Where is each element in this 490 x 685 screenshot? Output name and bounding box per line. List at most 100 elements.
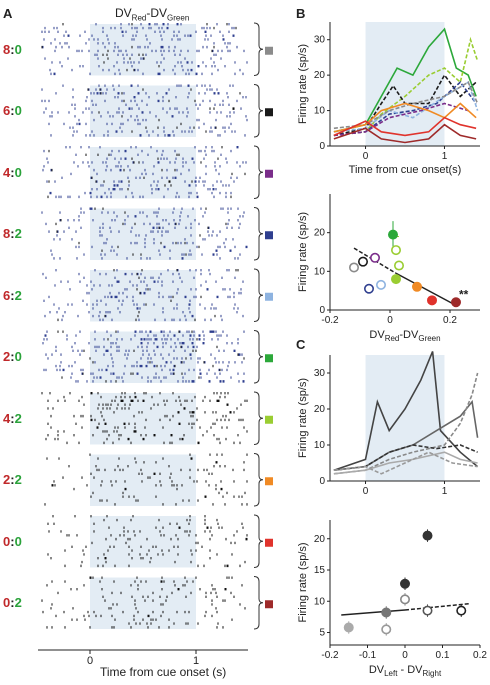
y-tick-label: 10 <box>314 440 326 451</box>
row-brace <box>253 22 264 76</box>
data-point <box>381 624 392 635</box>
row-brace <box>253 330 264 384</box>
y-tick-label: 15 <box>314 565 326 576</box>
green-count: 2 <box>14 472 22 488</box>
condition-label: 6:2 <box>3 288 22 303</box>
raster-x-tick-label: 0 <box>87 655 93 667</box>
x-axis-label: DVLeft - DVRight <box>369 664 442 678</box>
data-point <box>388 229 399 240</box>
x-tick-label: 0 <box>387 315 393 326</box>
separator: : <box>10 226 15 242</box>
x-tick-label: 0 <box>363 151 369 162</box>
cue-shading <box>90 454 196 506</box>
condition-label: 2:2 <box>3 472 22 487</box>
y-tick-label: 20 <box>314 534 326 545</box>
green-count: 2 <box>14 410 22 426</box>
regression-dashed <box>404 603 469 611</box>
label-part: DV <box>369 664 385 676</box>
green-count: 2 <box>14 595 22 611</box>
data-point <box>391 274 402 285</box>
green-count: 2 <box>14 287 22 303</box>
red-count: 8 <box>3 41 11 57</box>
y-axis-label: Firing rate (sp/s) <box>297 542 309 622</box>
condition-swatch <box>265 231 273 240</box>
red-count: 4 <box>3 164 11 180</box>
row-brace <box>253 145 264 199</box>
regression-solid <box>395 272 457 307</box>
label-sub: Red <box>385 334 400 343</box>
data-point <box>422 530 433 541</box>
y-tick-label: 0 <box>319 141 325 152</box>
condition-swatch <box>265 169 273 178</box>
x-tick-label: 0.1 <box>436 650 450 661</box>
data-point <box>427 295 438 306</box>
row-brace <box>253 576 264 630</box>
label-part: DV <box>369 329 385 341</box>
regression-solid <box>341 609 406 616</box>
label-sub: Right <box>423 669 442 678</box>
red-count: 0 <box>3 533 11 549</box>
condition-swatch <box>265 477 273 486</box>
raster-xlabel: Time from cue onset (s) <box>100 665 227 679</box>
row-brace <box>253 84 264 138</box>
separator: : <box>10 595 15 611</box>
y-tick-label: 30 <box>314 35 326 46</box>
separator: : <box>10 164 15 180</box>
firing-rate-timecourse-b: 0 10 20 30 0 1 Firing rate (sp/s) Time from cue… <box>297 22 480 176</box>
panel-a-title: DVRed-DVGreen <box>115 6 190 23</box>
data-point <box>364 283 375 294</box>
y-tick-label: 10 <box>314 266 326 277</box>
data-point <box>451 297 462 308</box>
y-tick-label: 10 <box>314 106 326 117</box>
firing-rate-curve <box>333 123 477 144</box>
firing-rate-vs-dv-c: 5 10 15 20 -0.2 -0.1 0 0.1 0.2 Firing rate (sp/s)… <box>297 520 487 678</box>
panel-c-letter: C <box>296 337 306 352</box>
condition-label: 8:0 <box>3 42 22 57</box>
y-tick-label: 20 <box>314 228 326 239</box>
data-point <box>391 245 402 256</box>
y-tick-label: 5 <box>319 628 325 639</box>
label-part: - DV <box>397 664 423 676</box>
green-count: 0 <box>14 103 22 119</box>
firing-rate-curve <box>333 36 479 137</box>
separator: : <box>10 533 15 549</box>
firing-rate-curve <box>333 451 478 475</box>
red-count: 4 <box>3 410 11 426</box>
data-point <box>381 607 392 618</box>
red-count: 2 <box>3 472 11 488</box>
red-count: 6 <box>3 103 11 119</box>
x-tick-label: 0.2 <box>473 650 487 661</box>
y-axis-label: Firing rate (sp/s) <box>297 378 309 458</box>
data-point <box>370 252 381 263</box>
label-sub: Green <box>418 334 440 343</box>
data-point <box>376 279 387 290</box>
firing-rate-timecourse-c: 0 10 20 30 0 1 Firing rate (sp/s) <box>297 351 480 497</box>
condition-label: 0:0 <box>3 534 22 549</box>
cue-shading <box>90 577 196 629</box>
row-brace <box>253 391 264 445</box>
condition-swatch <box>265 108 273 117</box>
y-tick-label: 20 <box>314 404 326 415</box>
data-point <box>400 578 411 589</box>
label-part: -DV <box>399 329 419 341</box>
y-tick-label: 20 <box>314 70 326 81</box>
data-point <box>456 605 467 616</box>
firing-rate-curve <box>333 102 469 137</box>
label-sub: Left <box>384 669 398 678</box>
condition-label: 4:2 <box>3 411 22 426</box>
firing-rate-curve <box>333 116 477 137</box>
separator: : <box>10 349 15 365</box>
data-point <box>422 605 433 616</box>
x-axis-label: Time from cue onset(s) <box>349 164 462 176</box>
data-point <box>358 256 369 267</box>
firing-rate-curve <box>333 351 479 471</box>
y-tick-label: 0 <box>319 476 325 487</box>
cue-shading <box>90 147 196 199</box>
condition-swatch <box>265 538 273 547</box>
condition-swatch <box>265 354 273 363</box>
separator: : <box>10 103 15 119</box>
cue-shading <box>365 22 445 146</box>
condition-swatch <box>265 292 273 301</box>
separator: : <box>10 472 15 488</box>
